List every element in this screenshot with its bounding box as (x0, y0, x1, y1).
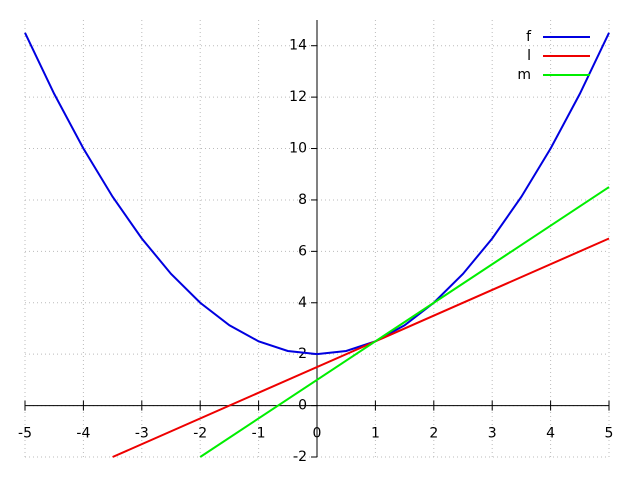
series-line (112, 237, 610, 458)
legend-label: l (527, 48, 531, 64)
y-tick-label: 6 (298, 243, 307, 259)
y-tick-label: 8 (298, 192, 307, 208)
x-tick-label: -1 (252, 426, 266, 442)
x-tick-label: 3 (488, 426, 497, 442)
x-tick-label: 5 (605, 426, 614, 442)
y-tick-label: 14 (289, 38, 307, 54)
legend-label: f (526, 29, 532, 45)
x-tick-label: -3 (135, 426, 149, 442)
x-tick-label: 1 (371, 426, 380, 442)
y-tick-label: -2 (293, 449, 307, 465)
legend-label: m (517, 67, 531, 83)
x-tick-label: -2 (193, 426, 207, 442)
y-tick-label: 10 (289, 141, 307, 157)
y-tick-label: 4 (298, 295, 307, 311)
x-tick-label: -5 (18, 426, 32, 442)
x-tick-label: -4 (76, 426, 90, 442)
x-tick-label: 4 (546, 426, 555, 442)
y-tick-label: 12 (289, 89, 307, 105)
y-tick-label: 2 (298, 346, 307, 362)
series-line (24, 32, 610, 356)
series-line (199, 186, 610, 458)
x-tick-label: 2 (429, 426, 438, 442)
